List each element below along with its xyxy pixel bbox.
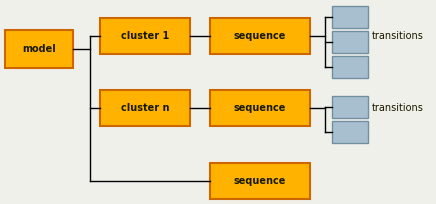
FancyBboxPatch shape <box>332 31 368 53</box>
FancyBboxPatch shape <box>332 6 368 28</box>
FancyBboxPatch shape <box>210 18 310 54</box>
Text: transitions: transitions <box>372 31 424 41</box>
FancyBboxPatch shape <box>5 30 73 68</box>
Text: sequence: sequence <box>234 31 286 41</box>
Text: cluster n: cluster n <box>121 103 169 113</box>
FancyBboxPatch shape <box>210 163 310 199</box>
Text: sequence: sequence <box>234 176 286 186</box>
Text: sequence: sequence <box>234 103 286 113</box>
FancyBboxPatch shape <box>332 121 368 143</box>
FancyBboxPatch shape <box>210 90 310 126</box>
FancyBboxPatch shape <box>100 18 190 54</box>
Text: transitions: transitions <box>372 103 424 113</box>
Text: model: model <box>22 44 56 54</box>
Text: cluster 1: cluster 1 <box>121 31 169 41</box>
FancyBboxPatch shape <box>100 90 190 126</box>
FancyBboxPatch shape <box>332 96 368 118</box>
FancyBboxPatch shape <box>332 56 368 78</box>
